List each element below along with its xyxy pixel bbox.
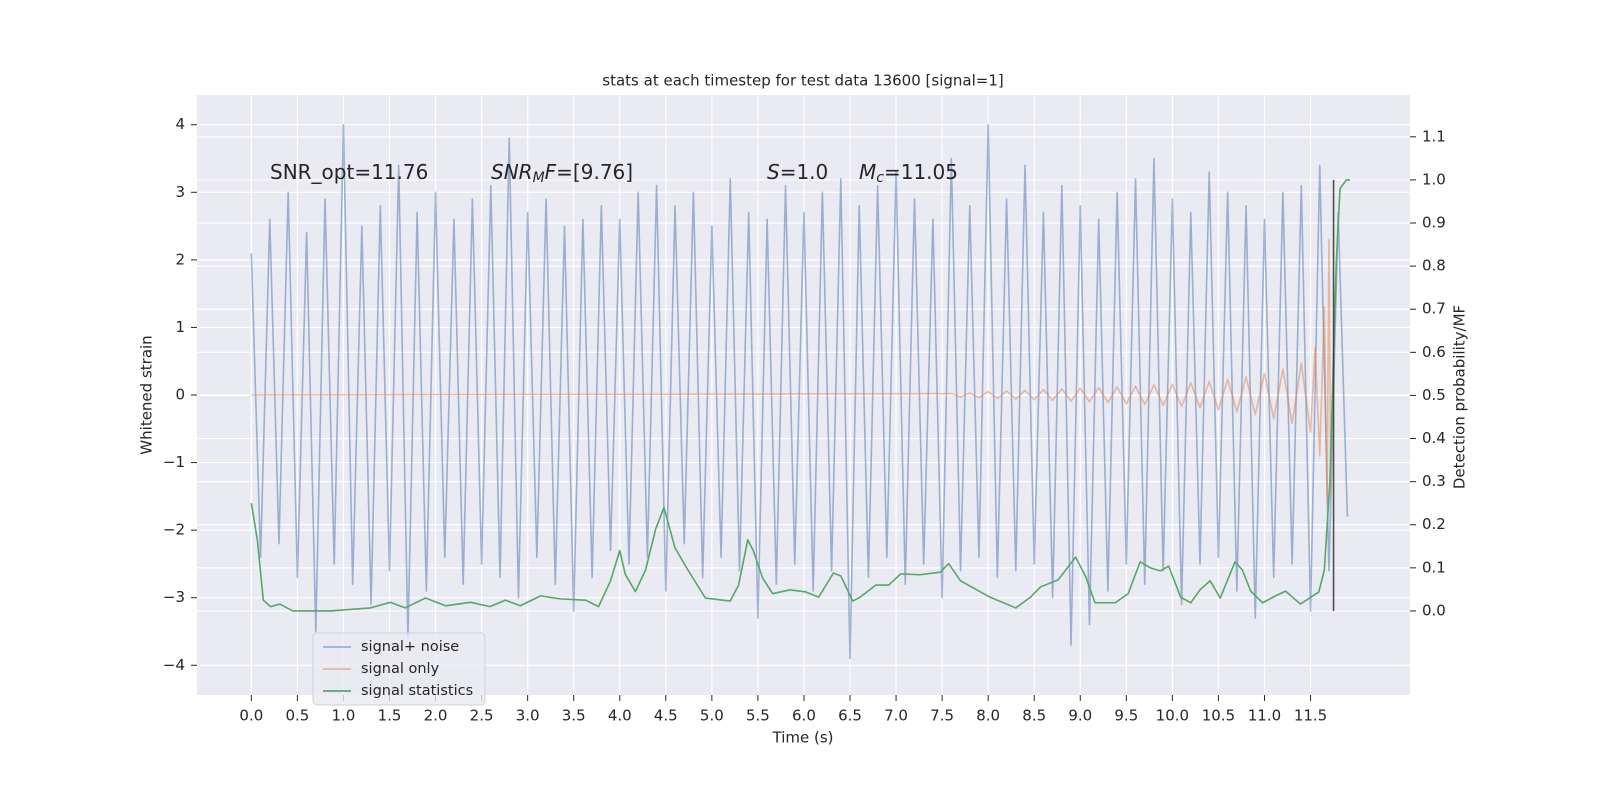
series-line [251,238,1332,504]
x-tick-label: 4.5 [654,707,678,725]
x-tick-label: 3.5 [562,707,586,725]
y2-tick-label: 0.3 [1422,472,1446,490]
y2-tick-label: 0.6 [1422,343,1446,361]
y2-tick-label: 0.1 [1422,558,1446,576]
x-tick-label: 7.0 [884,707,908,725]
x-tick-label: 6.5 [838,707,862,725]
x-tick-label: 2.5 [470,707,494,725]
y2-tick-label: 0.4 [1422,429,1446,447]
x-tick-label: 11.5 [1294,707,1327,725]
x-tick-label: 2.0 [424,707,448,725]
annotation: SNR_opt=11.76 [270,160,428,184]
x-tick-label: 4.0 [608,707,632,725]
y-tick-label: 0 [175,386,185,404]
y-tick-label: 1 [175,318,185,336]
annotation-part: =[9.76] [556,160,633,184]
y-tick-label: −2 [163,521,185,539]
annotation: S=1.0 [767,160,828,184]
legend-label: signal statistics [361,683,473,699]
y2-tick-label: 0.9 [1422,214,1446,232]
x-tick-label: 1.5 [378,707,402,725]
x-tick-label: 3.0 [516,707,540,725]
y-tick-label: −1 [163,453,185,471]
y2-tick-label: 0.5 [1422,386,1446,404]
x-tick-label: 1.0 [332,707,356,725]
annotation-part: SNR_opt=11.76 [270,160,428,184]
x-tick-label: 0.0 [239,707,263,725]
annotation-part: S [767,160,780,184]
series-line [250,123,1349,660]
x-tick-label: 11.0 [1248,707,1281,725]
y-tick-label: 4 [175,115,185,133]
y-axis-label: Whitened strain [138,335,156,454]
legend-box [312,632,486,706]
annotation-part: =11.05 [884,160,958,184]
x-tick-label: 10.0 [1156,707,1189,725]
annotation: Mc=11.05 [859,160,958,187]
x-tick-label: 10.5 [1202,707,1235,725]
x-axis-label: Time (s) [772,729,834,747]
chart-title: stats at each timestep for test data 136… [602,72,1003,90]
y2-tick-label: 0.2 [1422,515,1446,533]
y2-tick-label: 1.0 [1422,170,1446,188]
x-tick-label: 8.5 [1022,707,1046,725]
y2-axis-label: Detection probability/MF [1451,305,1469,489]
y-tick-label: −3 [163,588,185,606]
y-tick-label: −4 [163,656,185,674]
annotation-part: SNR [491,160,533,184]
y2-tick-label: 0.7 [1422,300,1446,318]
y-tick-label: 3 [175,183,185,201]
x-tick-label: 7.5 [930,707,954,725]
x-tick-label: 9.0 [1068,707,1092,725]
x-tick-label: 9.5 [1114,707,1138,725]
legend-label: signal+ noise [361,639,459,655]
y2-tick-label: 0.0 [1422,601,1446,619]
y2-tick-label: 1.1 [1422,127,1446,145]
y2-tick-label: 0.8 [1422,257,1446,275]
x-tick-label: 0.5 [285,707,309,725]
annotation-part: M [533,170,545,186]
annotation: SNRMF=[9.76] [491,160,633,187]
annotation-part: c [876,170,884,186]
x-tick-label: 6.0 [792,707,816,725]
series-line [250,179,1351,612]
annotation-part: M [859,160,876,184]
annotation-part: F [545,160,557,184]
y-tick-label: 2 [175,250,185,268]
annotation-part: =1.0 [780,160,829,184]
x-tick-label: 8.0 [976,707,1000,725]
x-tick-label: 5.5 [746,707,770,725]
legend-label: signal only [361,661,440,677]
x-tick-label: 5.0 [700,707,724,725]
